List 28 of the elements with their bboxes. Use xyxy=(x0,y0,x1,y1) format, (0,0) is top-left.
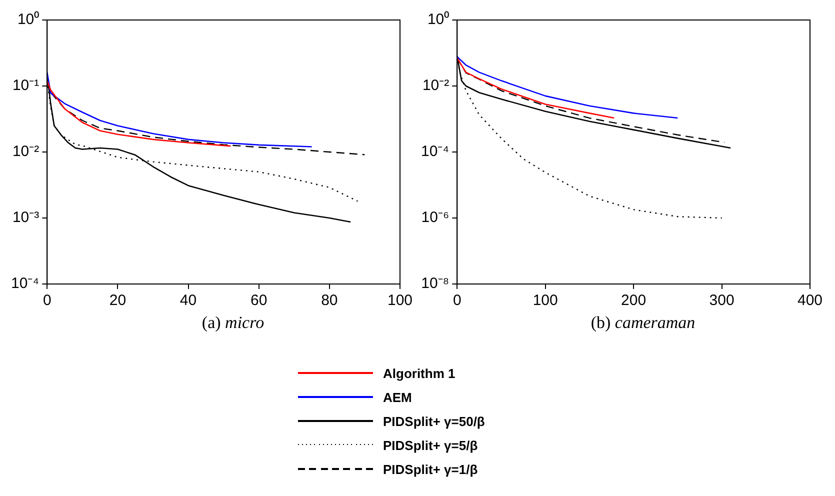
x-tick-label: 100 xyxy=(387,292,413,310)
x-tick-label: 100 xyxy=(532,292,558,310)
y-tick-label: 10⁻⁸ xyxy=(421,275,450,292)
legend-label: PIDSplit+ γ=50/β xyxy=(383,414,485,428)
x-tick-label: 200 xyxy=(621,292,646,310)
x-tick-label: 0 xyxy=(42,292,52,310)
x-tick-label: 0 xyxy=(452,292,462,310)
y-tick-label: 10⁻¹ xyxy=(12,77,40,94)
x-axis-title: (b) cameraman xyxy=(590,313,696,332)
y-tick-label: 10⁰ xyxy=(427,11,450,28)
x-tick-label: 400 xyxy=(797,292,823,310)
legend-label: Algorithm 1 xyxy=(383,366,456,380)
y-tick-label: 10⁻² xyxy=(422,77,450,94)
legend-label: PIDSplit+ γ=1/β xyxy=(383,462,478,476)
x-axis-title: (a) micro xyxy=(202,313,264,332)
x-tick-label: 20 xyxy=(109,292,126,310)
legend-label: PIDSplit+ γ=5/β xyxy=(383,438,478,452)
x-tick-label: 40 xyxy=(180,292,197,310)
y-tick-label: 10⁻⁴ xyxy=(10,275,40,292)
y-tick-label: 10⁻⁶ xyxy=(421,209,450,226)
y-tick-label: 10⁻³ xyxy=(12,209,40,226)
y-tick-label: 10⁰ xyxy=(17,11,40,28)
x-tick-label: 80 xyxy=(321,292,338,310)
y-tick-label: 10⁻² xyxy=(12,143,40,160)
x-tick-label: 300 xyxy=(709,292,734,310)
legend-label: AEM xyxy=(383,390,412,404)
x-tick-label: 60 xyxy=(250,292,268,310)
y-tick-label: 10⁻⁴ xyxy=(420,143,450,160)
